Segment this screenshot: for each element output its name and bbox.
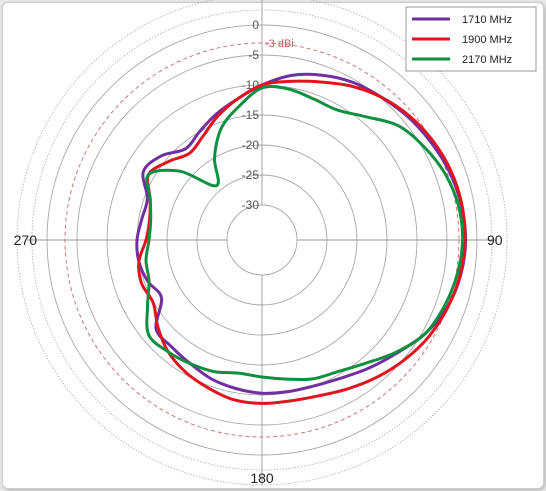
polar-grid: [16, 0, 508, 486]
series-group: [135, 72, 468, 405]
grid-ring: [226, 204, 298, 276]
reference-ring: [64, 42, 460, 438]
radial-tick-label: 0: [252, 18, 259, 32]
series-line: [144, 85, 465, 382]
radial-tick-label: -20: [242, 138, 260, 152]
radial-tick-label: -25: [242, 168, 260, 182]
radial-tick-label: -5: [248, 48, 259, 62]
angle-label: 180: [250, 470, 274, 486]
legend: 1710 MHz 1900 MHz 2170 MHz: [405, 6, 537, 72]
radial-tick-label: -15: [242, 108, 260, 122]
angle-label: 270: [14, 232, 38, 248]
radial-tick-label: -30: [242, 198, 260, 212]
legend-entry: 1900 MHz: [462, 34, 512, 46]
series-line: [137, 79, 467, 405]
legend-entry: 2170 MHz: [462, 54, 512, 66]
legend-entry: 1710 MHz: [462, 14, 512, 26]
reference-label: -3 dBi: [265, 38, 294, 50]
angle-labels: 90 180 270: [14, 232, 503, 486]
series-line: [135, 72, 468, 395]
angle-label: 90: [487, 232, 503, 248]
